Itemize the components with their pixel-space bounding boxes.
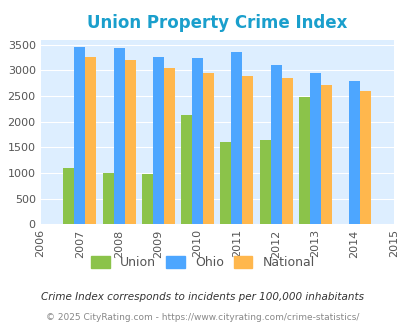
Bar [202, 73, 213, 224]
Title: Union Property Crime Index: Union Property Crime Index [87, 15, 347, 32]
Bar [281, 78, 292, 224]
Bar [259, 140, 270, 224]
Bar [348, 81, 359, 224]
Bar [113, 48, 124, 224]
Bar [141, 174, 152, 224]
Bar [85, 57, 96, 224]
Bar [220, 142, 231, 224]
Bar [181, 115, 192, 224]
Text: Crime Index corresponds to incidents per 100,000 inhabitants: Crime Index corresponds to incidents per… [41, 292, 364, 302]
Bar [270, 65, 281, 224]
Bar [298, 97, 309, 224]
Bar [320, 85, 331, 224]
Bar [152, 57, 164, 224]
Bar [74, 47, 85, 224]
Bar [359, 91, 370, 224]
Bar [164, 68, 175, 224]
Bar [63, 168, 74, 224]
Bar [309, 74, 320, 224]
Bar [124, 60, 135, 224]
Bar [242, 76, 253, 224]
Bar [102, 173, 113, 224]
Legend: Union, Ohio, National: Union, Ohio, National [86, 251, 319, 274]
Bar [192, 58, 202, 224]
Text: © 2025 CityRating.com - https://www.cityrating.com/crime-statistics/: © 2025 CityRating.com - https://www.city… [46, 313, 359, 322]
Bar [231, 52, 242, 224]
